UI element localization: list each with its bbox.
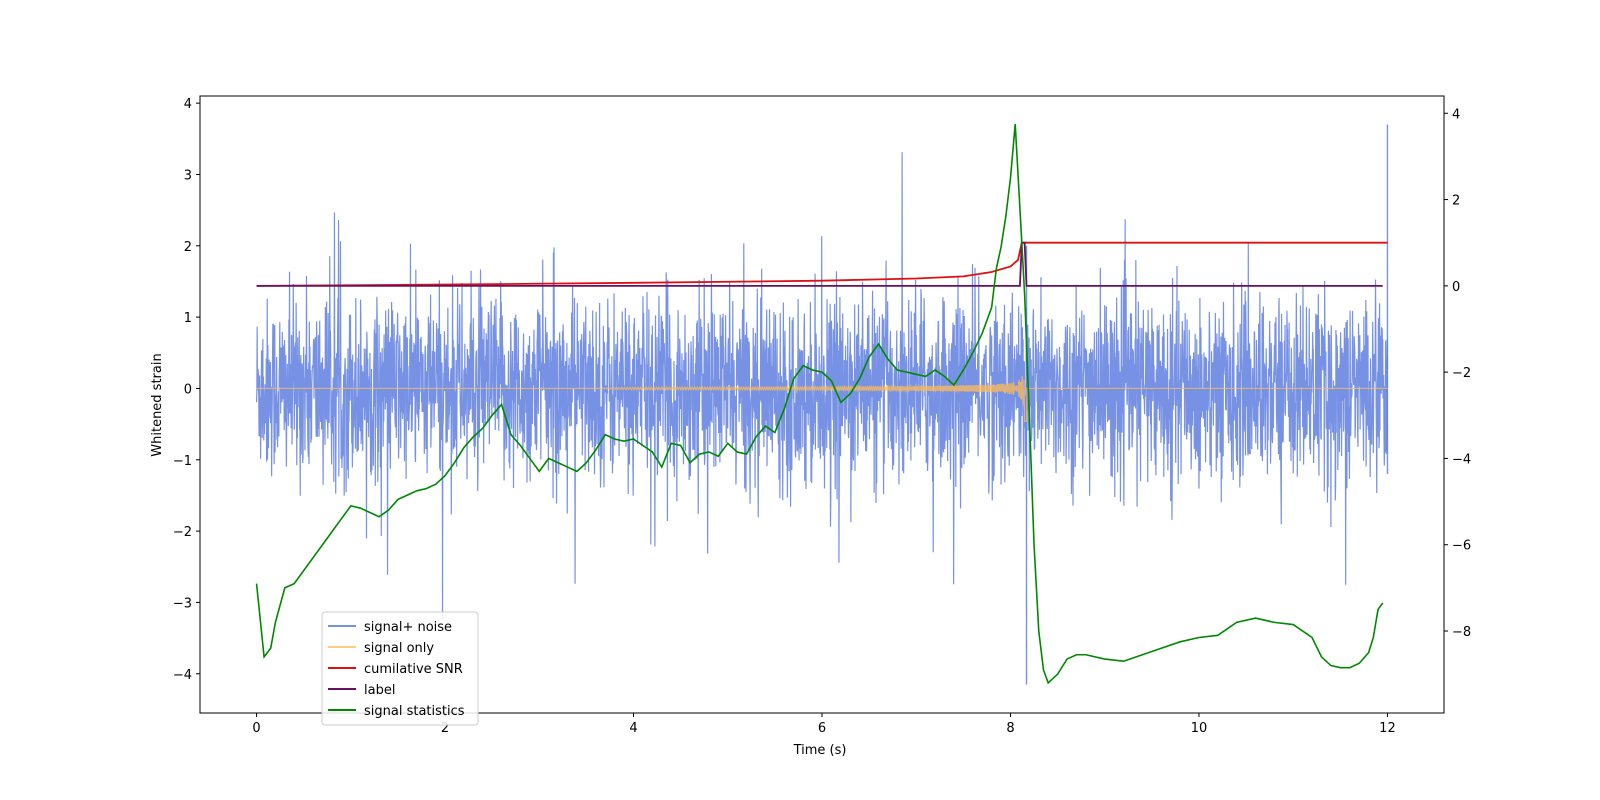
y-right-tick-label: 0 (1452, 280, 1460, 295)
legend-entry: signal only (364, 641, 434, 656)
legend-entry: signal statistics (364, 704, 465, 719)
x-tick-label: 8 (1006, 721, 1014, 736)
y-right-tick-label: −4 (1452, 452, 1471, 467)
legend-entry: label (364, 683, 395, 698)
y-right-tick-label: −2 (1452, 366, 1471, 381)
label-line (256, 241, 1383, 287)
y-right-tick-label: −8 (1452, 625, 1471, 640)
signal-statistics-line (255, 123, 1384, 685)
y-right-tick-label: 2 (1452, 194, 1460, 209)
y-right-tick-label: −6 (1452, 539, 1471, 554)
y-left-tick-label: −2 (173, 525, 192, 540)
y-left-tick-label: −1 (173, 454, 192, 469)
y-right-tick-label: 4 (1452, 107, 1460, 122)
y-left-tick-label: −4 (173, 668, 192, 683)
y-left-tick-label: 1 (184, 311, 192, 326)
legend: signal+ noise signal only cumilative SNR la… (321, 611, 479, 726)
signal-only-series (256, 375, 1388, 422)
y-left-tick-label: 2 (184, 240, 192, 255)
legend-entry: cumilative SNR (364, 662, 463, 677)
legend-box (321, 611, 479, 726)
x-tick-label: 12 (1379, 721, 1396, 736)
y-left-tick-label: 3 (184, 168, 192, 183)
right-axis-series (255, 123, 1388, 685)
x-tick-label: 10 (1191, 721, 1208, 736)
x-tick-label: 2 (441, 721, 449, 736)
x-tick-label: 6 (818, 721, 826, 736)
y-left-tick-label: 4 (184, 97, 192, 112)
plot-area (255, 123, 1389, 685)
signal-only-line (256, 375, 1388, 422)
legend-entry: signal+ noise (364, 620, 452, 635)
x-tick-label: 0 (252, 721, 260, 736)
y-axis-label: Whitened strain (150, 353, 165, 456)
x-axis-label: Time (s) (793, 743, 847, 758)
y-left-tick-label: 0 (184, 382, 192, 397)
x-tick-label: 4 (629, 721, 637, 736)
y-left-tick-label: −3 (173, 596, 192, 611)
